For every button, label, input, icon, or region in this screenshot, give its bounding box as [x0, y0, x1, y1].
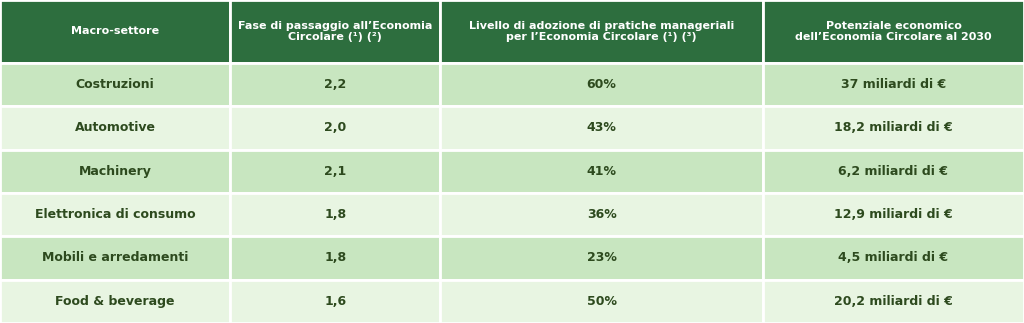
Text: 2,0: 2,0 — [325, 121, 346, 134]
Text: Livello di adozione di pratiche manageriali
per l’Economia Circolare (¹) (³): Livello di adozione di pratiche manageri… — [469, 21, 734, 42]
FancyBboxPatch shape — [440, 0, 763, 63]
FancyBboxPatch shape — [230, 280, 440, 323]
Text: 23%: 23% — [587, 252, 616, 265]
FancyBboxPatch shape — [230, 150, 440, 193]
FancyBboxPatch shape — [0, 0, 230, 63]
FancyBboxPatch shape — [0, 280, 230, 323]
FancyBboxPatch shape — [230, 236, 440, 280]
Text: 12,9 miliardi di €: 12,9 miliardi di € — [835, 208, 952, 221]
Text: 6,2 miliardi di €: 6,2 miliardi di € — [839, 165, 948, 178]
FancyBboxPatch shape — [0, 236, 230, 280]
Text: 2,2: 2,2 — [325, 78, 346, 91]
FancyBboxPatch shape — [230, 193, 440, 236]
FancyBboxPatch shape — [763, 193, 1024, 236]
FancyBboxPatch shape — [230, 106, 440, 150]
FancyBboxPatch shape — [440, 193, 763, 236]
FancyBboxPatch shape — [440, 63, 763, 106]
Text: Costruzioni: Costruzioni — [76, 78, 155, 91]
Text: Macro-settore: Macro-settore — [71, 26, 160, 36]
Text: Automotive: Automotive — [75, 121, 156, 134]
FancyBboxPatch shape — [0, 193, 230, 236]
Text: Fase di passaggio all’Economia
Circolare (¹) (²): Fase di passaggio all’Economia Circolare… — [239, 21, 432, 42]
FancyBboxPatch shape — [0, 63, 230, 106]
FancyBboxPatch shape — [763, 280, 1024, 323]
FancyBboxPatch shape — [230, 63, 440, 106]
Text: 4,5 miliardi di €: 4,5 miliardi di € — [839, 252, 948, 265]
Text: 43%: 43% — [587, 121, 616, 134]
FancyBboxPatch shape — [230, 0, 440, 63]
Text: 41%: 41% — [587, 165, 616, 178]
FancyBboxPatch shape — [0, 150, 230, 193]
Text: Machinery: Machinery — [79, 165, 152, 178]
Text: 36%: 36% — [587, 208, 616, 221]
FancyBboxPatch shape — [763, 0, 1024, 63]
FancyBboxPatch shape — [763, 63, 1024, 106]
Text: Potenziale economico
dell’Economia Circolare al 2030: Potenziale economico dell’Economia Circo… — [795, 21, 992, 42]
FancyBboxPatch shape — [440, 236, 763, 280]
FancyBboxPatch shape — [440, 280, 763, 323]
Text: 18,2 miliardi di €: 18,2 miliardi di € — [835, 121, 952, 134]
FancyBboxPatch shape — [440, 106, 763, 150]
FancyBboxPatch shape — [0, 106, 230, 150]
Text: 1,8: 1,8 — [325, 252, 346, 265]
Text: 37 miliardi di €: 37 miliardi di € — [841, 78, 946, 91]
Text: Elettronica di consumo: Elettronica di consumo — [35, 208, 196, 221]
Text: 20,2 miliardi di €: 20,2 miliardi di € — [834, 295, 953, 308]
Text: 50%: 50% — [587, 295, 616, 308]
Text: 1,6: 1,6 — [325, 295, 346, 308]
Text: 2,1: 2,1 — [325, 165, 346, 178]
FancyBboxPatch shape — [440, 150, 763, 193]
Text: Mobili e arredamenti: Mobili e arredamenti — [42, 252, 188, 265]
Text: 1,8: 1,8 — [325, 208, 346, 221]
Text: Food & beverage: Food & beverage — [55, 295, 175, 308]
FancyBboxPatch shape — [763, 106, 1024, 150]
FancyBboxPatch shape — [763, 236, 1024, 280]
Text: 60%: 60% — [587, 78, 616, 91]
FancyBboxPatch shape — [763, 150, 1024, 193]
